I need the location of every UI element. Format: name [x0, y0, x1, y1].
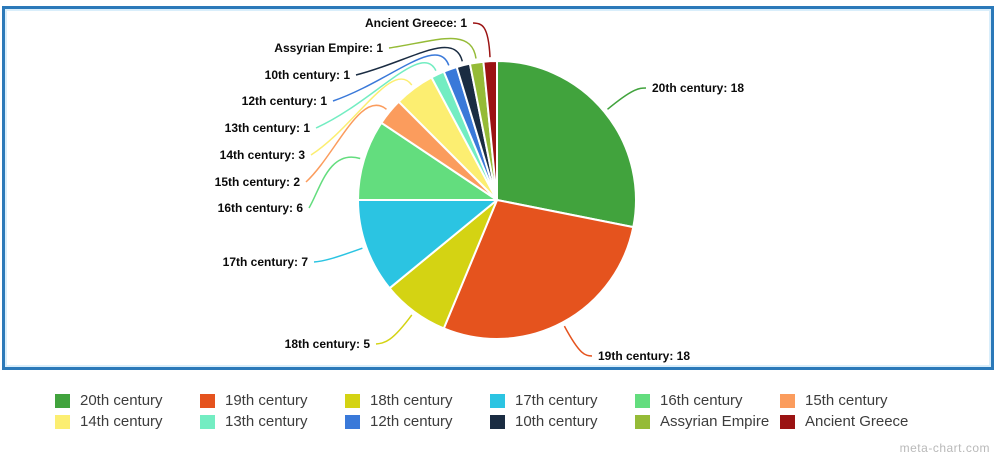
legend-item-18th-century: 18th century — [345, 392, 490, 409]
callout-17th-century: 17th century: 7 — [222, 255, 308, 269]
leader-line-14th-century — [310, 78, 413, 156]
legend-swatch-icon — [55, 414, 70, 429]
watermark: meta-chart.com — [899, 441, 990, 455]
legend-item-13th-century: 13th century — [200, 413, 345, 430]
legend-item-10th-century: 10th century — [490, 413, 635, 430]
callout-13th-century: 13th century: 1 — [224, 121, 310, 135]
callout-18th-century: 18th century: 5 — [284, 337, 370, 351]
legend-item-label: 19th century — [225, 392, 308, 409]
pie-slices — [357, 60, 637, 340]
legend-item-assyrian-empire: Assyrian Empire — [635, 413, 780, 430]
pie-slice-17th-century — [357, 199, 498, 290]
legend-item-label: Ancient Greece — [805, 413, 909, 430]
pie-slice-19th-century — [442, 199, 635, 340]
legend-swatch-icon — [780, 393, 795, 408]
legend-item-14th-century: 14th century — [55, 413, 200, 430]
legend-item-label: 10th century — [515, 413, 598, 430]
legend-item-label: 18th century — [370, 392, 453, 409]
legend-item-label: 12th century — [370, 413, 453, 430]
callout-10th-century: 10th century: 1 — [264, 68, 350, 82]
legend-swatch-icon — [55, 393, 70, 408]
legend-swatch-icon — [200, 414, 215, 429]
legend-item-15th-century: 15th century — [780, 392, 925, 409]
legend-swatch-icon — [490, 393, 505, 408]
callout-19th-century: 19th century: 18 — [598, 349, 691, 363]
legend-swatch-icon — [345, 414, 360, 429]
callout-14th-century: 14th century: 3 — [219, 148, 305, 162]
leader-line-12th-century — [332, 54, 450, 102]
legend-item-label: 17th century — [515, 392, 598, 409]
callout-16th-century: 16th century: 6 — [217, 201, 303, 215]
legend-item-label: 13th century — [225, 413, 308, 430]
legend-item-label: 15th century — [805, 392, 888, 409]
leader-line-10th-century — [355, 46, 464, 76]
legend: 20th century 19th century 18th century 1… — [55, 390, 925, 432]
legend-item-16th-century: 16th century — [635, 392, 780, 409]
leader-line-17th-century — [313, 247, 363, 263]
leader-lines — [305, 22, 647, 357]
legend-swatch-icon — [200, 393, 215, 408]
pie-slice-16th-century — [357, 121, 498, 201]
legend-item-label: 20th century — [80, 392, 163, 409]
leader-line-18th-century — [375, 314, 413, 345]
leader-line-20th-century — [607, 87, 647, 110]
callout-ancient-greece: Ancient Greece: 1 — [364, 16, 467, 30]
legend-swatch-icon — [635, 393, 650, 408]
leader-line-13th-century — [315, 62, 437, 129]
legend-item-label: Assyrian Empire — [660, 413, 770, 430]
legend-swatch-icon — [490, 414, 505, 429]
legend-item-label: 16th century — [660, 392, 743, 409]
leader-line-19th-century — [563, 325, 593, 357]
legend-item-20th-century: 20th century — [55, 392, 200, 409]
legend-item-label: 14th century — [80, 413, 163, 430]
legend-item-ancient-greece: Ancient Greece — [780, 413, 925, 430]
legend-swatch-icon — [345, 393, 360, 408]
pie-slice-ancient-greece — [482, 60, 498, 201]
callout-20th-century: 20th century: 18 — [652, 81, 745, 95]
legend-item-19th-century: 19th century — [200, 392, 345, 409]
leader-line-ancient-greece — [472, 22, 491, 58]
leader-line-15th-century — [305, 104, 387, 183]
callout-12th-century: 12th century: 1 — [241, 94, 327, 108]
legend-item-17th-century: 17th century — [490, 392, 635, 409]
legend-swatch-icon — [635, 414, 650, 429]
legend-swatch-icon — [780, 414, 795, 429]
legend-item-12th-century: 12th century — [345, 413, 490, 430]
callout-15th-century: 15th century: 2 — [214, 175, 300, 189]
callout-assyrian-empire: Assyrian Empire: 1 — [274, 41, 383, 55]
leader-line-16th-century — [308, 156, 361, 209]
leader-line-assyrian-empire — [388, 37, 477, 59]
pie-slice-20th-century — [496, 60, 637, 229]
